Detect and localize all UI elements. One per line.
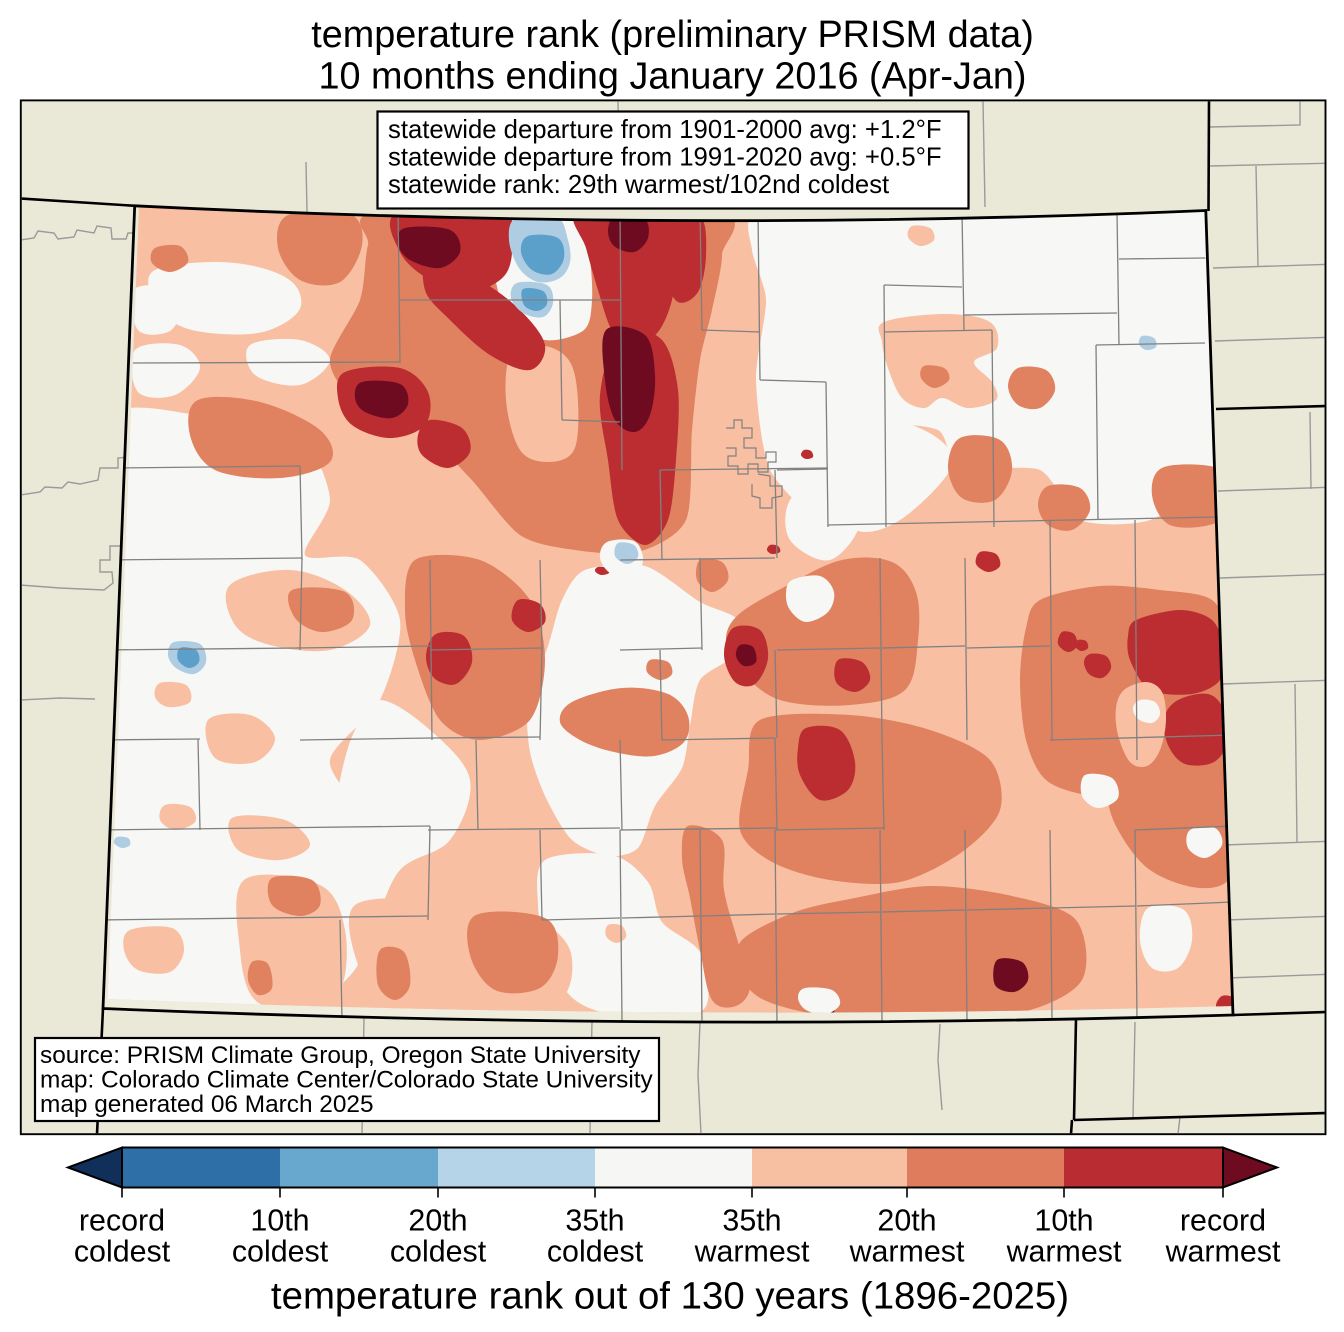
svg-text:coldest: coldest [547, 1235, 644, 1269]
svg-text:statewide departure from 1901-: statewide departure from 1901-2000 avg: … [388, 116, 942, 144]
svg-text:20th: 20th [877, 1204, 936, 1238]
svg-text:record: record [1180, 1204, 1266, 1238]
svg-text:temperature rank (preliminary: temperature rank (preliminary PRISM data… [311, 14, 1034, 56]
svg-text:record: record [79, 1204, 165, 1238]
svg-text:warmest: warmest [849, 1235, 965, 1269]
svg-text:coldest: coldest [232, 1235, 329, 1269]
svg-text:35th: 35th [722, 1204, 781, 1238]
svg-text:coldest: coldest [390, 1235, 487, 1269]
svg-text:35th: 35th [565, 1204, 624, 1238]
svg-text:warmest: warmest [694, 1235, 810, 1269]
svg-text:coldest: coldest [74, 1235, 171, 1269]
svg-text:map generated 06 March 2025: map generated 06 March 2025 [40, 1091, 374, 1118]
svg-text:10th: 10th [250, 1204, 309, 1238]
svg-text:temperature rank out of 130 ye: temperature rank out of 130 years (1896-… [271, 1275, 1069, 1318]
svg-text:warmest: warmest [1006, 1235, 1122, 1269]
svg-text:source: PRISM Climate Group, O: source: PRISM Climate Group, Oregon Stat… [40, 1042, 641, 1069]
svg-text:10 months ending January 2016: 10 months ending January 2016 (Apr-Jan) [318, 56, 1026, 98]
svg-text:map: Colorado Climate Center/C: map: Colorado Climate Center/Colorado St… [40, 1067, 654, 1094]
svg-text:20th: 20th [408, 1204, 467, 1238]
svg-text:statewide rank: 29th warmest/1: statewide rank: 29th warmest/102nd colde… [388, 171, 889, 199]
svg-text:warmest: warmest [1165, 1235, 1281, 1269]
svg-text:10th: 10th [1034, 1204, 1093, 1238]
svg-text:statewide departure from 1991-: statewide departure from 1991-2020 avg: … [388, 144, 942, 172]
